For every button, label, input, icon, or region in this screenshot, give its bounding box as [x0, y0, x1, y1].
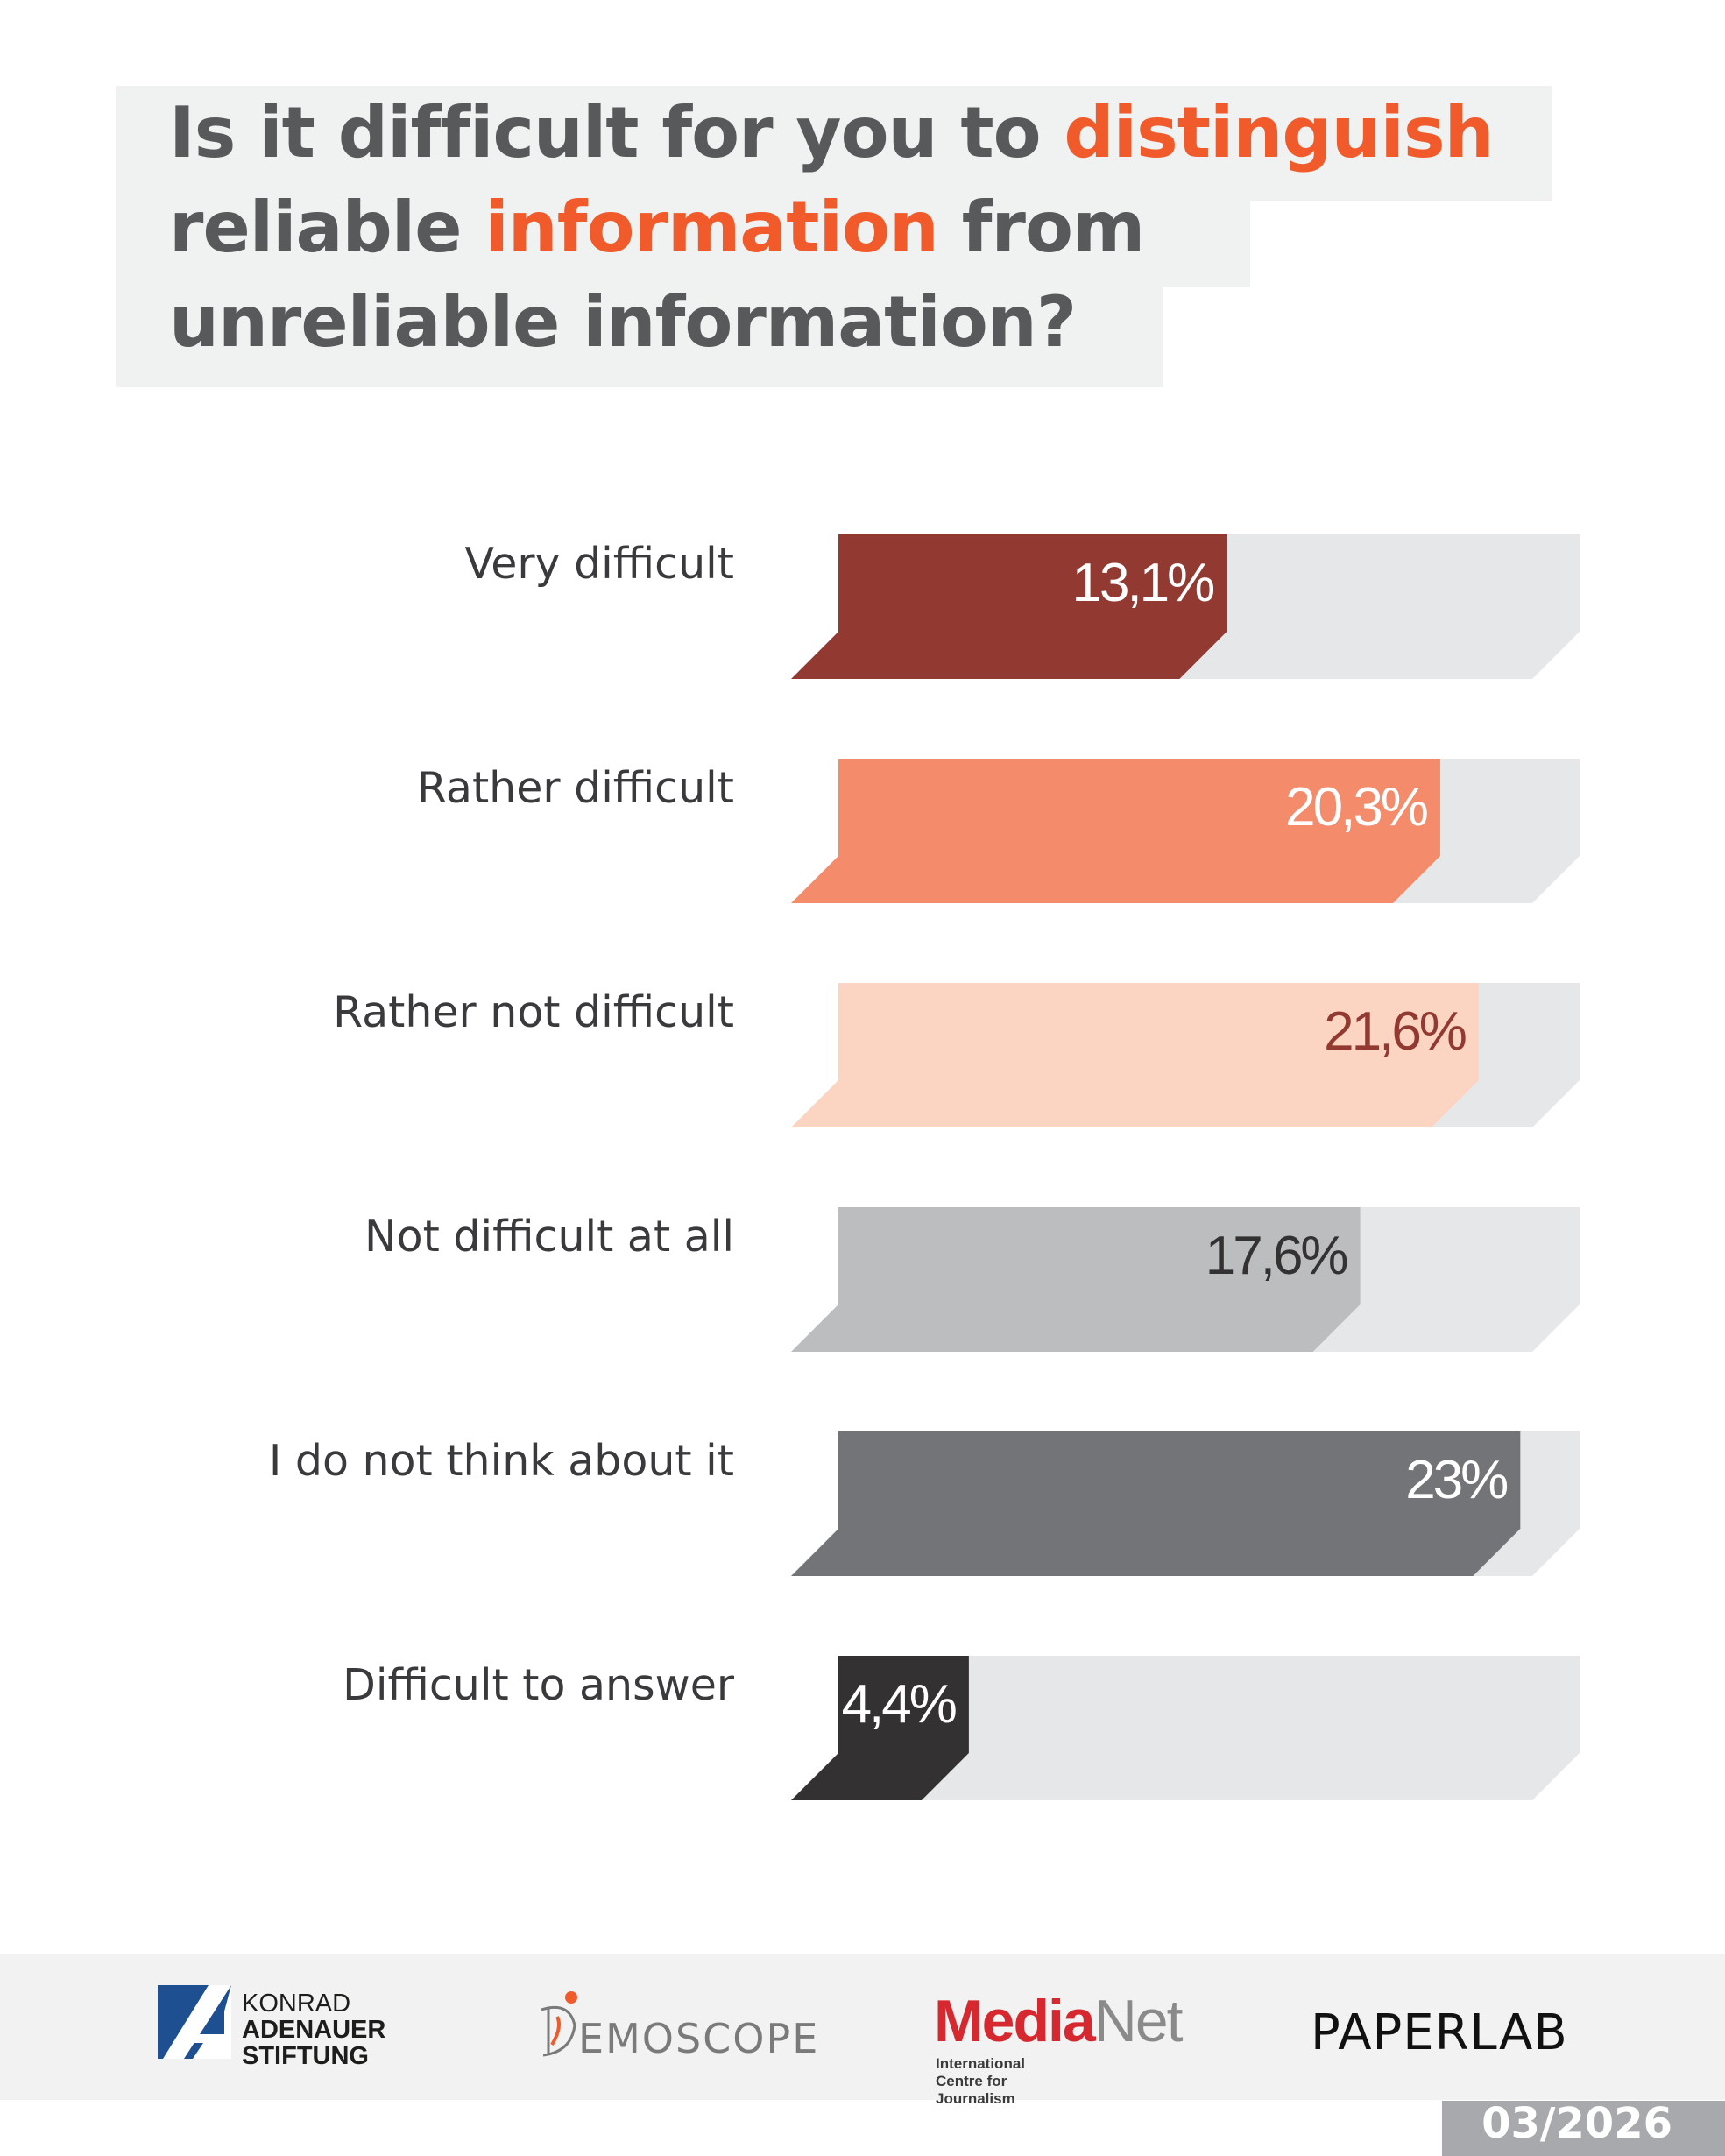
paperlab-logo: PAPERLAB — [1311, 2004, 1568, 2061]
data-label: 13,1% — [1071, 553, 1213, 613]
data-label: 21,6% — [1324, 1001, 1466, 1062]
demoscope-mark-icon — [541, 1991, 577, 2057]
category-label: Difficult to answer — [343, 1660, 735, 1710]
kas-line-1: KONRAD — [242, 1990, 351, 2018]
kas-a-icon — [163, 1985, 231, 2059]
category-label: Very difficult — [465, 539, 735, 589]
category-label: Not difficult at all — [364, 1212, 734, 1262]
kas-line-3: STIFTUNG — [242, 2042, 369, 2070]
title-text: from — [937, 187, 1146, 268]
data-label: 20,3% — [1285, 777, 1427, 838]
title-text: Is it difficult for you to — [169, 92, 1064, 173]
bar — [791, 1431, 1521, 1576]
title-line-1: Is it difficult for you to distinguish — [169, 89, 1495, 177]
title-text: reliable — [169, 187, 485, 268]
title-text: unreliable information? — [169, 281, 1077, 363]
bar — [791, 1656, 969, 1800]
category-label: Rather not difficult — [333, 987, 734, 1037]
medianet-media: Media — [934, 1988, 1096, 2054]
date-label: 03/2026 — [1481, 2099, 1672, 2148]
medianet-wordmark: MediaNet — [934, 1987, 1184, 2055]
medianet-net: Net — [1093, 1988, 1184, 2054]
kas-logo-text: KONRAD ADENAUER STIFTUNG — [242, 1990, 385, 2069]
bar-chart: Very difficult 13,1% Rather difficult 20,3%… — [269, 534, 1580, 1800]
bar — [791, 759, 1440, 903]
date-badge — [1442, 2101, 1725, 2156]
category-label: Rather difficult — [417, 763, 734, 813]
bar-track — [791, 1656, 1580, 1800]
bar — [791, 534, 1227, 679]
data-label: 4,4% — [842, 1674, 956, 1735]
data-label: 23% — [1405, 1450, 1507, 1510]
bar — [791, 1207, 1361, 1352]
category-label: I do not think about it — [269, 1436, 734, 1486]
demoscope-text: EMOSCOPE — [578, 2015, 820, 2062]
data-label: 17,6% — [1205, 1226, 1347, 1286]
title-line-2: reliable information from — [169, 184, 1146, 272]
title-background-row3 — [116, 286, 1163, 387]
medianet-subtitle: International Centre for Journalism — [936, 2055, 1026, 2107]
footer-logo-bar: KONRAD ADENAUER STIFTUNG EMOSCOPE MediaN… — [0, 1954, 1725, 2107]
bar — [791, 983, 1479, 1127]
title-background-row2 — [116, 200, 1250, 287]
kas-logo-mark — [158, 1985, 231, 2059]
title-accent: distinguish — [1064, 92, 1494, 173]
title-line-3: unreliable information? — [169, 279, 1077, 366]
title-accent: information — [484, 187, 939, 268]
title-background-row1 — [116, 86, 1552, 201]
kas-line-2: ADENAUER — [242, 2016, 386, 2044]
